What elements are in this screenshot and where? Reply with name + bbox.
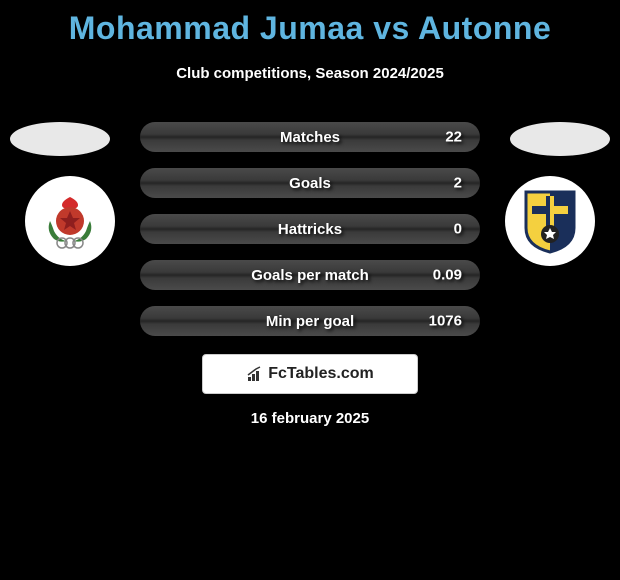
brand-chart-icon (246, 365, 264, 383)
page-title: Mohammad Jumaa vs Autonne (0, 0, 620, 47)
player-avatar-right (510, 122, 610, 156)
club-badge-left (25, 176, 115, 266)
club-badge-right (505, 176, 595, 266)
stat-row: Min per goal 1076 (140, 306, 480, 336)
stat-value-right: 1076 (429, 313, 462, 330)
stats-container: Matches 22 Goals 2 Hattricks 0 Goals per… (140, 122, 480, 352)
brand-label: FcTables.com (268, 365, 374, 383)
stat-label: Goals per match (251, 267, 369, 284)
stat-label: Goals (289, 175, 331, 192)
stat-row: Goals per match 0.09 (140, 260, 480, 290)
brand-box[interactable]: FcTables.com (202, 354, 418, 394)
player-avatar-left (10, 122, 110, 156)
stat-label: Min per goal (266, 313, 354, 330)
stat-label: Matches (280, 129, 340, 146)
club-crest-left-icon (40, 191, 100, 251)
stat-row: Hattricks 0 (140, 214, 480, 244)
subtitle: Club competitions, Season 2024/2025 (0, 65, 620, 82)
stat-row: Goals 2 (140, 168, 480, 198)
date-label: 16 february 2025 (251, 410, 369, 427)
stat-value-right: 22 (445, 129, 462, 146)
stat-value-right: 2 (454, 175, 462, 192)
stat-label: Hattricks (278, 221, 342, 238)
stat-value-right: 0 (454, 221, 462, 238)
club-crest-right-icon (522, 188, 578, 254)
stat-row: Matches 22 (140, 122, 480, 152)
stat-value-right: 0.09 (433, 267, 462, 284)
